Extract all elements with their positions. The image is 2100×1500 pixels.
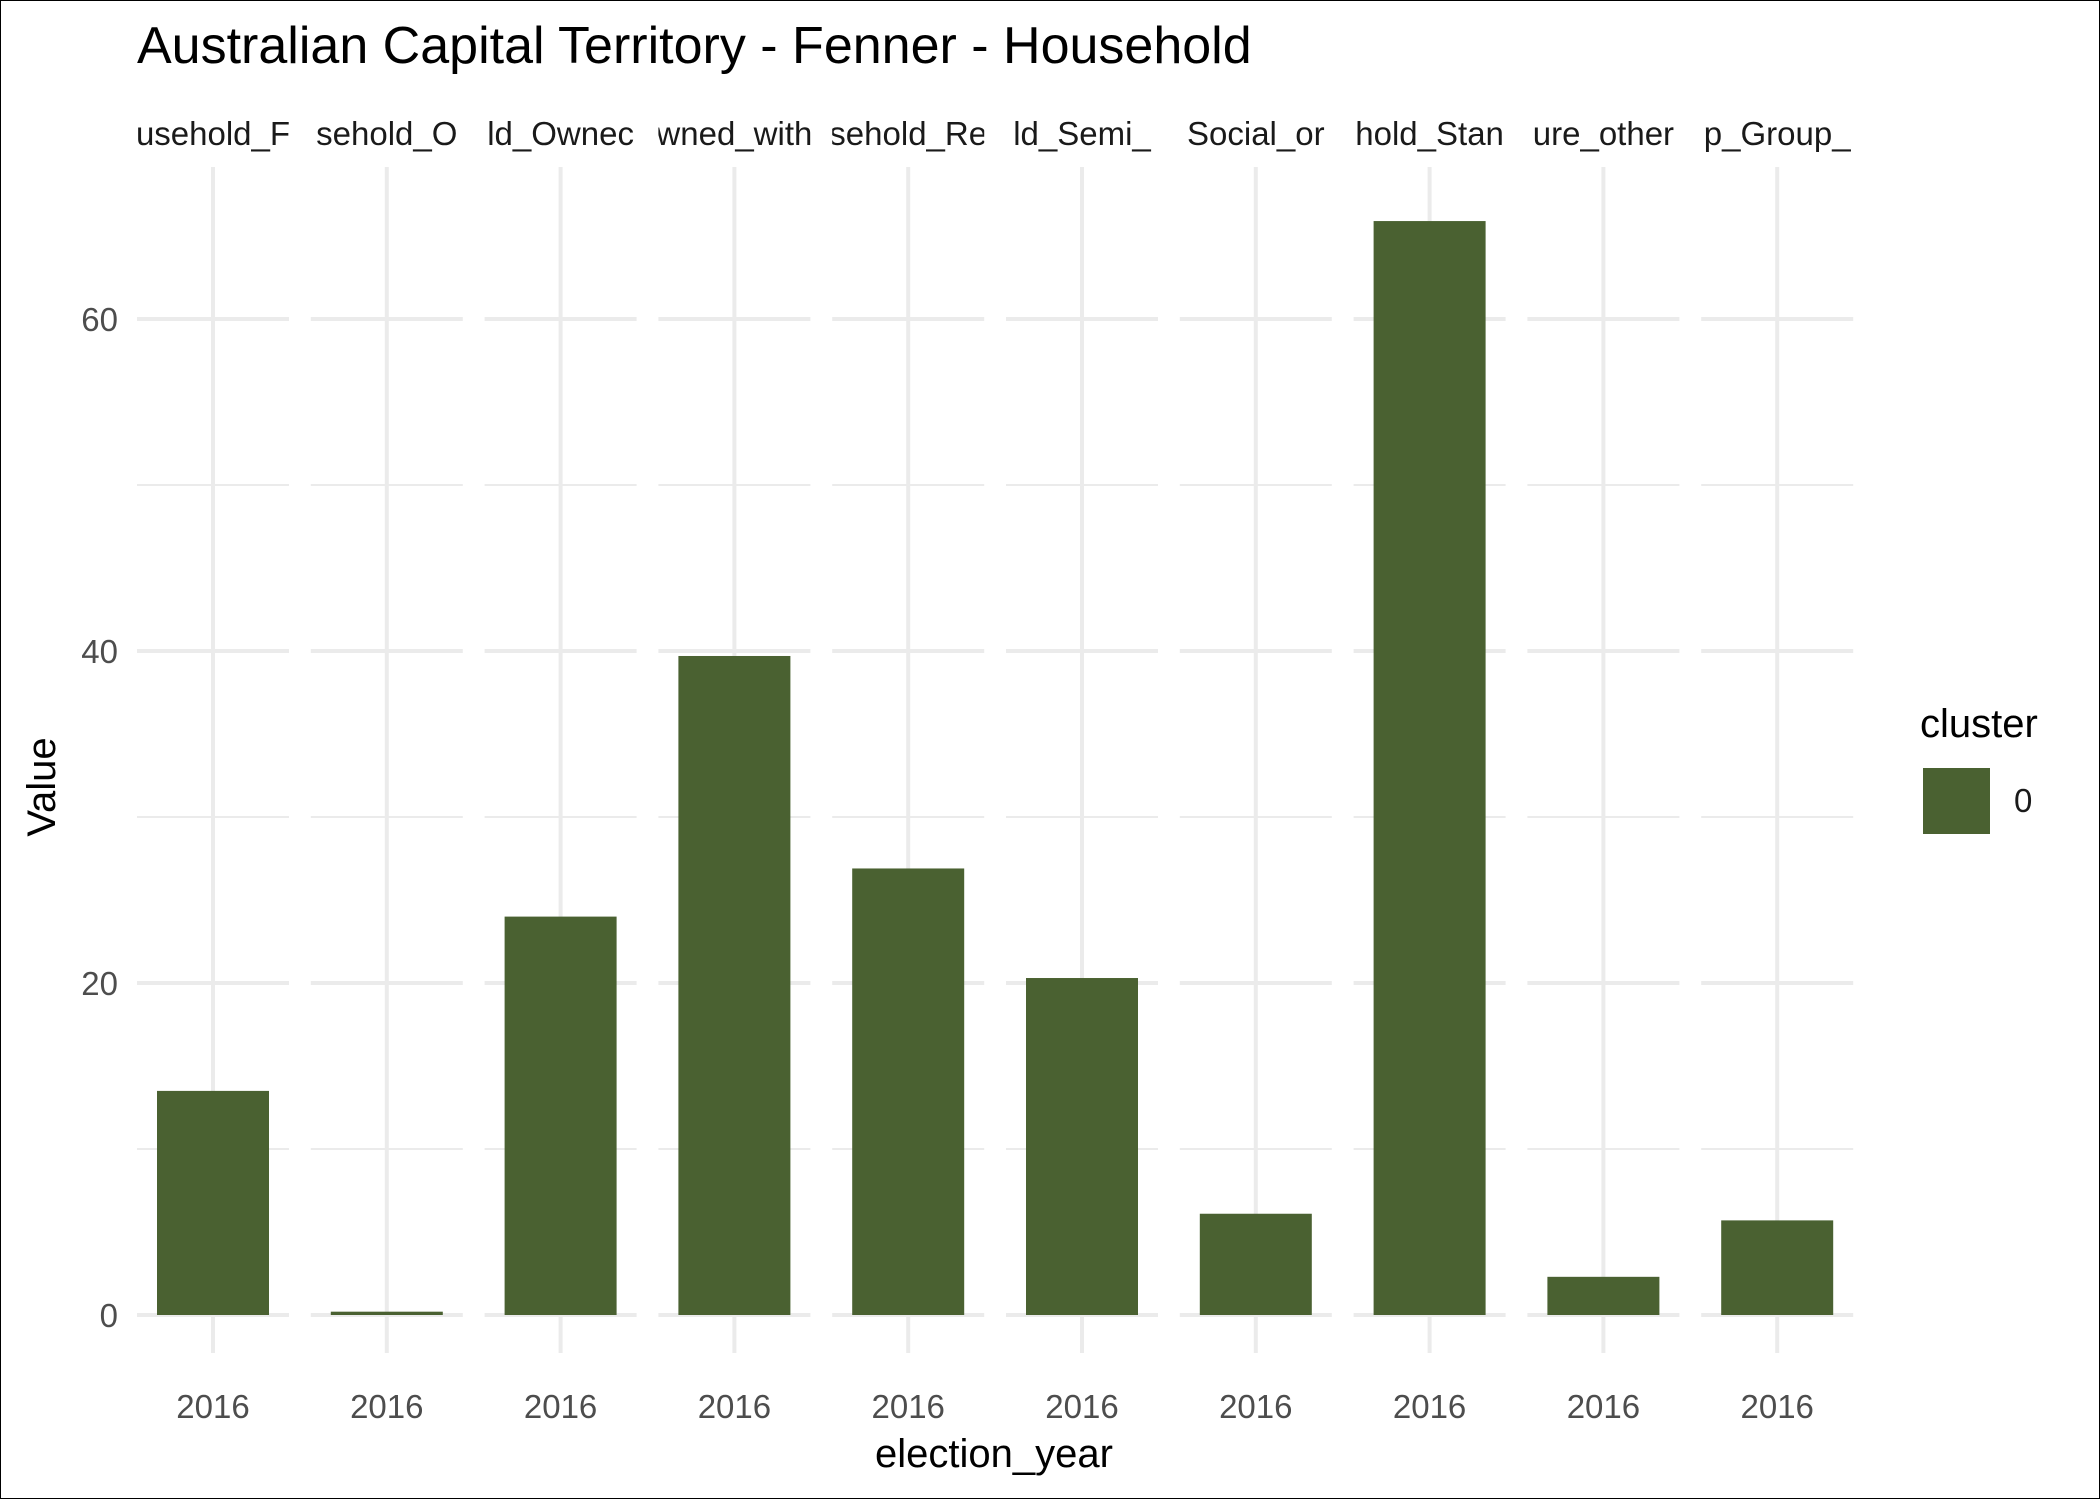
y-axis-title: Value	[20, 737, 64, 836]
bar-layer	[157, 221, 1834, 1315]
x-axis-ticks: 2016 2016 2016 2016 2016 2016 2016 2016 2016 2016	[176, 1388, 1814, 1425]
legend-title: cluster	[1920, 702, 2038, 746]
x-tick-label: 2016	[871, 1388, 944, 1425]
x-tick-label: 2016	[176, 1388, 249, 1425]
x-tick-label: 2016	[524, 1388, 597, 1425]
bar	[1199, 1213, 1312, 1315]
legend-key	[1923, 768, 1990, 834]
facet-strip-labels: usehold_F sehold_O ld_Ownec wned_with sehold…	[136, 115, 1851, 152]
y-tick-label: 40	[81, 633, 118, 670]
grid-layer	[137, 167, 1854, 1353]
facet-strip-label: usehold_F	[136, 115, 290, 152]
facet-strip-label: p_Group_	[1704, 115, 1851, 152]
legend: cluster 0	[1920, 702, 2038, 834]
bar	[852, 868, 965, 1315]
facet-strip-label: sehold_O	[316, 115, 457, 152]
legend-label: 0	[2014, 782, 2032, 819]
chart-title: Australian Capital Territory - Fenner - …	[137, 17, 1252, 75]
facet-strip-label: sehold_Re	[829, 115, 987, 152]
facet-strip-label: ld_Semi_	[1013, 115, 1151, 152]
facet-strip-label: hold_Stan	[1355, 115, 1504, 152]
x-tick-label: 2016	[698, 1388, 771, 1425]
facet-strip-label: wned_with	[655, 115, 812, 152]
x-tick-label: 2016	[1567, 1388, 1640, 1425]
x-tick-label: 2016	[350, 1388, 423, 1425]
facet-strip-label: ld_Ownec	[487, 115, 634, 152]
facet-strip-label: ure_other	[1533, 115, 1674, 152]
bar	[157, 1090, 269, 1315]
bar	[1373, 221, 1486, 1315]
x-axis-title: election_year	[875, 1432, 1113, 1476]
facet-strip-label: Social_or	[1187, 115, 1325, 152]
x-tick-label: 2016	[1219, 1388, 1292, 1425]
bar	[330, 1311, 443, 1315]
bar	[1721, 1220, 1834, 1315]
x-tick-label: 2016	[1740, 1388, 1813, 1425]
bar	[678, 655, 791, 1315]
bar	[504, 916, 617, 1315]
y-tick-label: 60	[81, 301, 118, 338]
bar	[1547, 1276, 1660, 1315]
y-axis-ticks: 0 20 40 60	[81, 301, 118, 1334]
bar	[1026, 978, 1138, 1315]
x-tick-label: 2016	[1045, 1388, 1118, 1425]
y-tick-label: 20	[81, 965, 118, 1002]
y-tick-label: 0	[100, 1297, 118, 1334]
x-tick-label: 2016	[1393, 1388, 1466, 1425]
